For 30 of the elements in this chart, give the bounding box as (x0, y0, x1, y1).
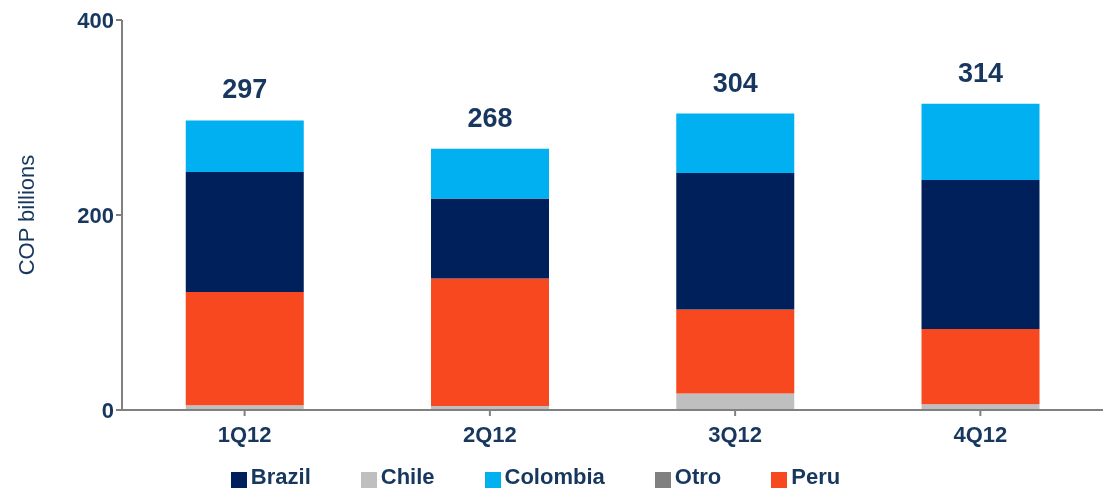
y-tick-label: 200 (77, 202, 114, 228)
legend-label: Chile (380, 464, 435, 489)
y-axis-title: COP billions (13, 154, 39, 276)
bar (921, 103, 1040, 180)
bar (185, 292, 304, 406)
total-label: 314 (957, 57, 1004, 88)
y-tick-label: 400 (77, 7, 114, 33)
x-tick-label: 1Q12 (217, 421, 272, 447)
legend-label: Colombia (504, 464, 605, 489)
total-label: 297 (222, 74, 268, 105)
bar (676, 173, 795, 310)
bar (676, 393, 795, 410)
x-tick-label: 3Q12 (708, 421, 763, 447)
total-label: 268 (467, 102, 513, 133)
x-tick-label: 4Q12 (953, 421, 1008, 447)
y-tick-label: 0 (101, 397, 114, 423)
total-label: 304 (712, 67, 758, 98)
bar (431, 198, 550, 279)
legend-label: Brazil (250, 464, 311, 489)
legend-label: Peru (791, 464, 841, 489)
bar (676, 113, 795, 174)
bar (431, 278, 550, 407)
bar (676, 309, 795, 394)
x-tick-label: 2Q12 (462, 421, 517, 447)
bar (921, 179, 1040, 330)
bar (185, 172, 304, 293)
bar (185, 120, 304, 173)
legend-label: Otro (674, 464, 722, 489)
bar (921, 329, 1040, 405)
bar (431, 148, 550, 199)
